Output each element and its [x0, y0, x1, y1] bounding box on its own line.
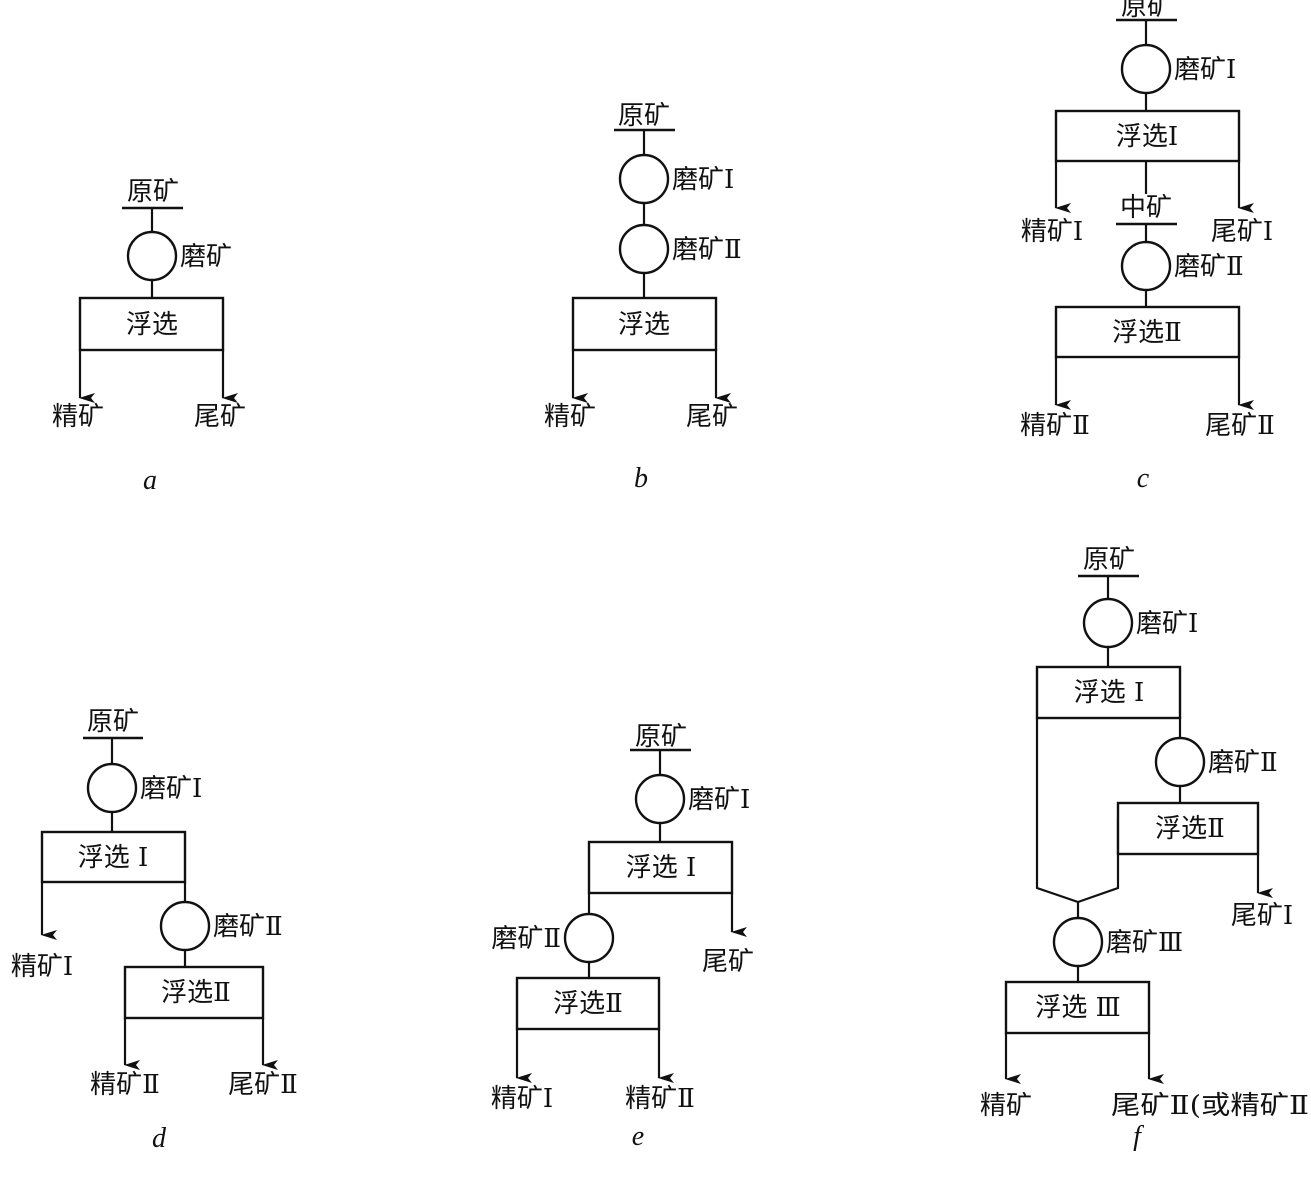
grinding-mill-circle [563, 912, 615, 964]
concentrate2-label: 精矿Ⅱ [1020, 411, 1090, 441]
grinding-mill-circle [1052, 916, 1104, 968]
bypass-flow-line [1035, 718, 1079, 904]
flowsheet-c: 原矿 磨矿Ⅰ 浮选Ⅰ 精矿Ⅰ 尾矿Ⅰ 中矿 磨矿Ⅱ 浮选Ⅱ 精矿Ⅱ 尾矿Ⅱ c [1020, 0, 1275, 494]
feed-label: 原矿 [127, 177, 179, 207]
mill2-label: 磨矿Ⅱ [1208, 748, 1278, 778]
flotation1-label: 浮选Ⅰ [1116, 122, 1178, 152]
grinding-mill-circle [159, 900, 211, 952]
concentrate2-label: 精矿Ⅱ [90, 1070, 160, 1100]
mill2-label: 磨矿Ⅱ [672, 235, 742, 265]
concentrate1-label: 精矿Ⅰ [11, 952, 73, 982]
flotation-label: 浮选 [126, 310, 178, 340]
flotation1-label: 浮选 Ⅰ [1074, 678, 1145, 708]
grinding-mill-circle [1120, 43, 1172, 95]
concentrate1-label: 精矿Ⅰ [1021, 217, 1083, 247]
flowsheet-a: 原矿 磨矿 浮选 精矿 尾矿 a [52, 177, 246, 496]
grinding-mill-circle [1120, 240, 1172, 292]
mill2-label: 磨矿Ⅱ [491, 924, 561, 954]
mill3-label: 磨矿Ⅲ [1106, 928, 1183, 958]
mill1-label: 磨矿Ⅰ [688, 785, 750, 815]
flotation1-box [1035, 665, 1182, 720]
feed-label: 原矿 [1121, 0, 1173, 22]
mill1-label: 磨矿Ⅰ [1136, 609, 1198, 639]
flotation1-box [587, 840, 734, 895]
caption-c: c [1137, 463, 1150, 494]
grinding-mill-circle [126, 230, 178, 282]
caption-f: f [1133, 1121, 1144, 1152]
feed-label: 原矿 [635, 722, 687, 752]
mill1-label: 磨矿Ⅰ [1174, 55, 1236, 85]
flotation2-label: 浮选Ⅱ [1155, 814, 1225, 844]
tailings2-label: 尾矿Ⅱ(或精矿Ⅱ [1111, 1091, 1309, 1121]
tailings-label: 尾矿 [686, 402, 738, 432]
flotation2-box [515, 976, 661, 1031]
mill1-label: 磨矿Ⅰ [140, 774, 202, 804]
feed-label: 原矿 [1083, 545, 1135, 575]
flowsheet-e: 原矿 磨矿Ⅰ 浮选 Ⅰ 尾矿 磨矿Ⅱ 浮选Ⅱ 精矿Ⅰ 精矿Ⅱ e [491, 722, 754, 1152]
feed-label: 原矿 [87, 707, 139, 737]
flotation1-box [1054, 109, 1241, 163]
caption-a: a [143, 465, 157, 496]
grinding-mill-circle [1082, 597, 1134, 649]
tailings-label: 尾矿 [702, 947, 754, 977]
merge-flow-line [1077, 818, 1120, 904]
flotation2-label: 浮选Ⅱ [161, 978, 231, 1008]
grinding-mill-circle [618, 223, 670, 275]
tailings2-label: 尾矿Ⅱ [1205, 411, 1275, 441]
flotation2-label: 浮选Ⅱ [553, 989, 623, 1019]
concentrate1-label: 精矿Ⅰ [491, 1084, 553, 1114]
flotation3-box [1004, 980, 1151, 1035]
flotation2-box [1054, 305, 1241, 359]
tailings-label: 尾矿 [194, 402, 246, 432]
concentrate-label: 精矿 [544, 402, 596, 432]
caption-b: b [634, 463, 648, 494]
tailings2-label: 尾矿Ⅱ [228, 1070, 298, 1100]
flowsheet-d: 原矿 磨矿Ⅰ 浮选 Ⅰ 精矿Ⅰ 磨矿Ⅱ 浮选Ⅱ 精矿Ⅱ 尾矿Ⅱ d [11, 707, 298, 1154]
concentrate2-label: 精矿Ⅱ [625, 1084, 695, 1114]
grinding-mill-circle [634, 773, 686, 825]
mill2-label: 磨矿Ⅱ [213, 912, 283, 942]
flotation1-label: 浮选 Ⅰ [78, 843, 149, 873]
flotation-box [78, 296, 225, 352]
flotation-label: 浮选 [618, 310, 670, 340]
flotation1-label: 浮选 Ⅰ [626, 853, 697, 883]
tailings1-label: 尾矿Ⅰ [1211, 217, 1273, 247]
mill-label: 磨矿 [180, 242, 232, 272]
caption-e: e [632, 1121, 644, 1152]
tailings1-label: 尾矿Ⅰ [1231, 901, 1293, 931]
grinding-mill-circle [618, 153, 670, 205]
flotation2-box [1116, 801, 1260, 856]
grinding-mill-circle [1154, 736, 1206, 788]
flotation2-box [123, 965, 265, 1020]
flotation1-box [40, 830, 187, 884]
concentrate-label: 精矿 [52, 402, 104, 432]
feed-label: 原矿 [618, 101, 670, 131]
grinding-mill-circle [86, 762, 138, 814]
flowsheet-b: 原矿 磨矿Ⅰ 磨矿Ⅱ 浮选 精矿 尾矿 b [544, 101, 742, 494]
concentrate-label: 精矿 [980, 1091, 1032, 1121]
flotation3-label: 浮选 Ⅲ [1035, 993, 1120, 1023]
mill1-label: 磨矿Ⅰ [672, 165, 734, 195]
caption-d: d [152, 1123, 167, 1154]
flotation-box [571, 296, 718, 352]
flowsheet-f: 原矿 磨矿Ⅰ 浮选 Ⅰ 磨矿Ⅱ 浮选Ⅱ 尾矿Ⅰ 磨矿Ⅲ 浮选 Ⅲ 精矿 尾矿Ⅱ(… [980, 545, 1309, 1152]
mill2-label: 磨矿Ⅱ [1174, 252, 1244, 282]
flotation2-label: 浮选Ⅱ [1112, 318, 1182, 348]
middling-label: 中矿 [1120, 193, 1172, 223]
